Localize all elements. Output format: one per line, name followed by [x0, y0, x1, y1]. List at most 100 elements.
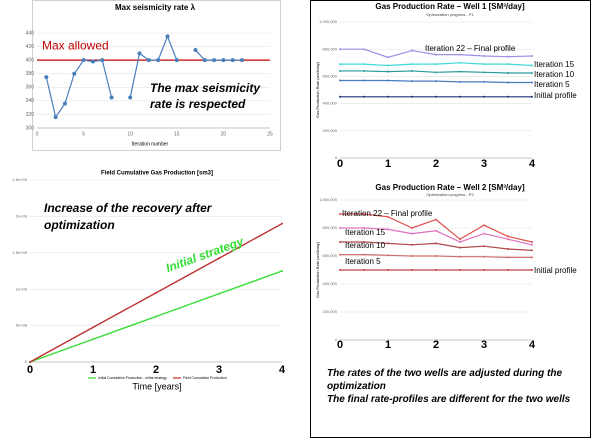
point	[531, 81, 533, 84]
point	[483, 232, 485, 235]
y-tick-label: 340	[26, 98, 35, 104]
point	[435, 269, 437, 271]
point	[483, 224, 485, 227]
point	[411, 232, 413, 235]
point	[363, 69, 365, 72]
point	[339, 63, 341, 66]
annotation: The max seismicity rate is respected	[150, 81, 261, 111]
point	[459, 238, 461, 241]
point	[507, 235, 509, 238]
point	[221, 58, 226, 63]
point	[387, 64, 389, 67]
y-tick-label: 320	[26, 112, 35, 118]
legend-label: Field Cumulative Production	[183, 376, 227, 380]
point	[411, 243, 413, 246]
point	[507, 238, 509, 241]
y-tick-label: 360	[26, 85, 35, 91]
point	[459, 255, 461, 258]
x-tick-label: 4	[529, 339, 536, 351]
note: The rates of the two wells are adjusted …	[327, 368, 563, 392]
point	[363, 241, 365, 243]
point	[411, 255, 413, 257]
point	[363, 63, 365, 66]
note: The final rate-profiles are different fo…	[327, 394, 571, 405]
point	[174, 58, 179, 63]
point	[109, 95, 114, 100]
y-tick-label: 440	[26, 30, 35, 36]
y-tick-label: 600,000	[323, 73, 338, 78]
point	[483, 63, 485, 66]
point	[483, 255, 485, 258]
x-tick-label: 2	[433, 158, 439, 170]
y-tick-label: 0	[335, 337, 338, 342]
point	[531, 72, 533, 74]
point	[387, 70, 389, 73]
point	[459, 53, 461, 56]
point	[435, 71, 437, 74]
y-tick-label: 0	[335, 155, 338, 160]
point	[363, 48, 365, 51]
point	[92, 326, 94, 329]
point	[411, 63, 413, 66]
series-label: Iteration 5	[534, 80, 570, 89]
point	[483, 55, 485, 57]
y-axis-label: Gas Production Rate (sm3/day)	[315, 61, 320, 118]
point	[411, 80, 413, 83]
x-tick-label: 4	[529, 158, 536, 170]
series-label: Iteration 15	[534, 60, 575, 69]
point	[411, 95, 413, 98]
point	[339, 95, 341, 98]
point	[483, 80, 485, 83]
point	[387, 228, 389, 231]
point	[435, 218, 437, 221]
point	[90, 59, 95, 64]
x-tick-label: 1	[385, 158, 391, 170]
point	[339, 253, 341, 256]
point	[387, 56, 389, 59]
series-label: Iteration 5	[345, 257, 381, 266]
point	[62, 101, 67, 106]
series-label: Iteration 22 – Final profile	[425, 44, 516, 53]
x-axis-label: Iteration number	[132, 141, 169, 147]
x-axis-label: Time [years]	[132, 381, 181, 391]
point	[507, 269, 509, 271]
point	[339, 79, 341, 82]
y-tick-label: 800,000	[323, 225, 338, 230]
point	[459, 70, 461, 73]
x-tick-label: 1	[90, 364, 96, 376]
y-tick-label: 380	[26, 71, 35, 77]
point	[387, 79, 389, 82]
series-label: Iteration 22 – Final profile	[342, 209, 433, 218]
point	[240, 58, 245, 63]
point	[435, 242, 437, 245]
series-label: Initial profile	[534, 266, 577, 275]
point	[81, 58, 86, 63]
y-tick-label: 2.5e+09	[12, 177, 27, 182]
point	[72, 71, 77, 76]
point	[44, 75, 49, 80]
point	[146, 58, 151, 63]
point	[435, 53, 437, 56]
point	[459, 241, 461, 243]
y-tick-label: 420	[26, 44, 35, 50]
chart-title: Gas Production Rate – Well 1 [SM³/day]	[375, 2, 525, 11]
point	[531, 256, 533, 259]
point	[387, 254, 389, 257]
point	[339, 69, 341, 72]
x-tick-label: 2	[153, 364, 159, 376]
y-tick-label: 800,000	[323, 46, 338, 51]
point	[483, 245, 485, 248]
legend-label: Initial Cumulative Production - initial …	[98, 376, 167, 380]
point	[459, 95, 461, 98]
point	[218, 257, 220, 260]
point	[363, 213, 365, 215]
point	[507, 256, 509, 259]
x-tick-label: 3	[481, 339, 487, 351]
y-tick-label: 1e+09	[16, 286, 28, 291]
point	[363, 269, 365, 271]
y-tick-label: 600,000	[323, 253, 338, 258]
point	[156, 58, 161, 63]
point	[202, 58, 207, 63]
point	[435, 80, 437, 83]
